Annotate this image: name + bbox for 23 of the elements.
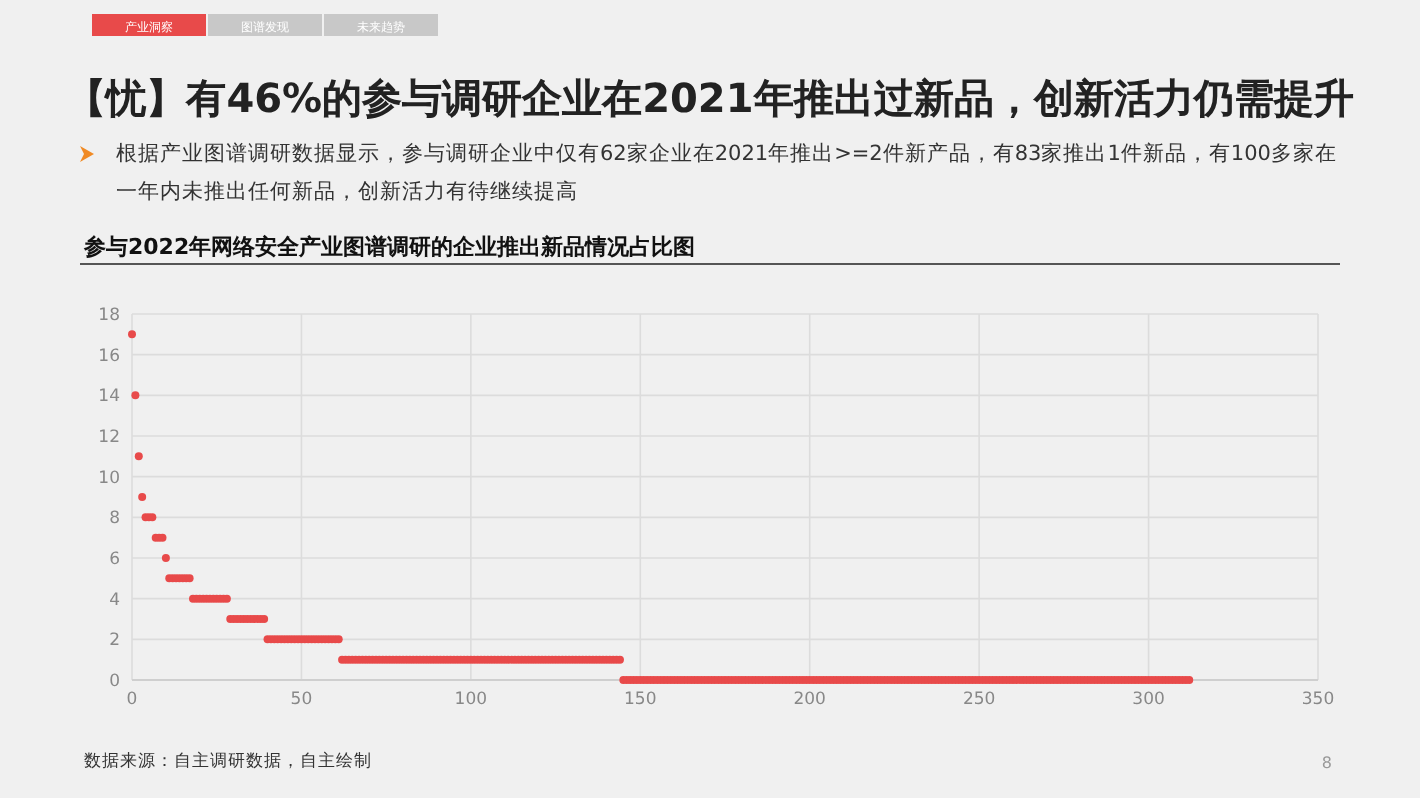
y-tick-label: 12 — [98, 428, 120, 448]
y-tick-label: 0 — [109, 672, 120, 692]
y-tick-label: 18 — [98, 306, 120, 326]
text: 根据产业图谱调研数据显示，参与调研企业中仅有62家企业在2021年推出>=2件新产品，有83家推出1件新品，有100多家在一年内未推出任何新品，创新活力有待继续提高 — [116, 140, 1339, 208]
x-tick-label: 50 — [290, 690, 313, 710]
y-tick-label: 10 — [98, 468, 120, 489]
text: 8 — [1321, 754, 1332, 772]
y-tick-label: 4 — [109, 590, 120, 611]
x-tick-label: 200 — [793, 690, 826, 710]
y-tick-label: 14 — [98, 387, 120, 408]
y-tick-label: 8 — [109, 509, 120, 530]
y-tick-label: 2 — [109, 631, 120, 652]
x-tick-label: 250 — [962, 690, 996, 710]
source-note: 数据来源：自主调研数据，自主绘制 — [84, 750, 372, 772]
x-tick-label: 100 — [454, 690, 488, 710]
y-tick-label: 16 — [98, 346, 120, 367]
x-tick-label: 350 — [1301, 690, 1335, 710]
chart-title: 【忧】有46%的参与调研企业在2021年推出过新品，创新活力仍需提升 — [66, 74, 1354, 122]
chart-subtitle: 参与2022年网络安全产业图谱调研的企业推出新品情况占比图 — [82, 234, 696, 260]
x-tick-label: 150 — [624, 690, 657, 710]
x-tick-label: 300 — [1132, 690, 1165, 710]
x-tick-label: 0 — [126, 690, 138, 710]
y-tick-label: 6 — [109, 550, 120, 570]
